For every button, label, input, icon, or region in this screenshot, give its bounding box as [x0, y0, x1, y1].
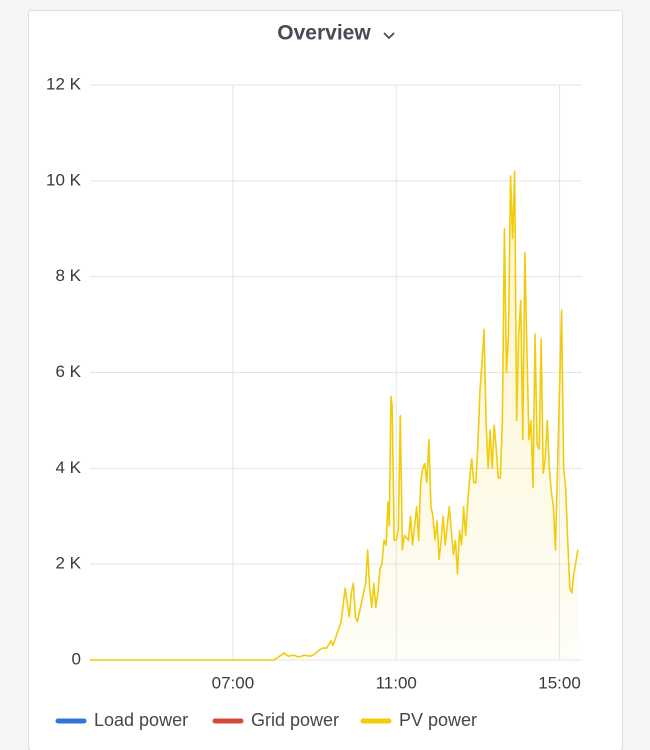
- y-tick-label: 6 K: [55, 362, 81, 381]
- y-tick-label: 2 K: [55, 554, 81, 573]
- legend-label: Grid power: [251, 710, 339, 730]
- series-area: [90, 171, 578, 660]
- y-tick-label: 4 K: [55, 458, 81, 477]
- y-tick-label: 10 K: [46, 170, 82, 189]
- x-tick-label: 07:00: [212, 673, 255, 692]
- series-line: [90, 170, 579, 661]
- x-tick-label: 15:00: [538, 673, 581, 692]
- title-chevron[interactable]: [383, 32, 395, 40]
- x-tick-label: 11:00: [376, 673, 417, 692]
- y-tick-label: 0: [72, 649, 81, 668]
- panel-title[interactable]: Overview: [277, 22, 371, 45]
- legend-label: PV power: [399, 710, 477, 730]
- y-tick-label: 12 K: [46, 74, 82, 93]
- legend-label: Load power: [94, 710, 188, 730]
- y-tick-label: 8 K: [55, 266, 81, 285]
